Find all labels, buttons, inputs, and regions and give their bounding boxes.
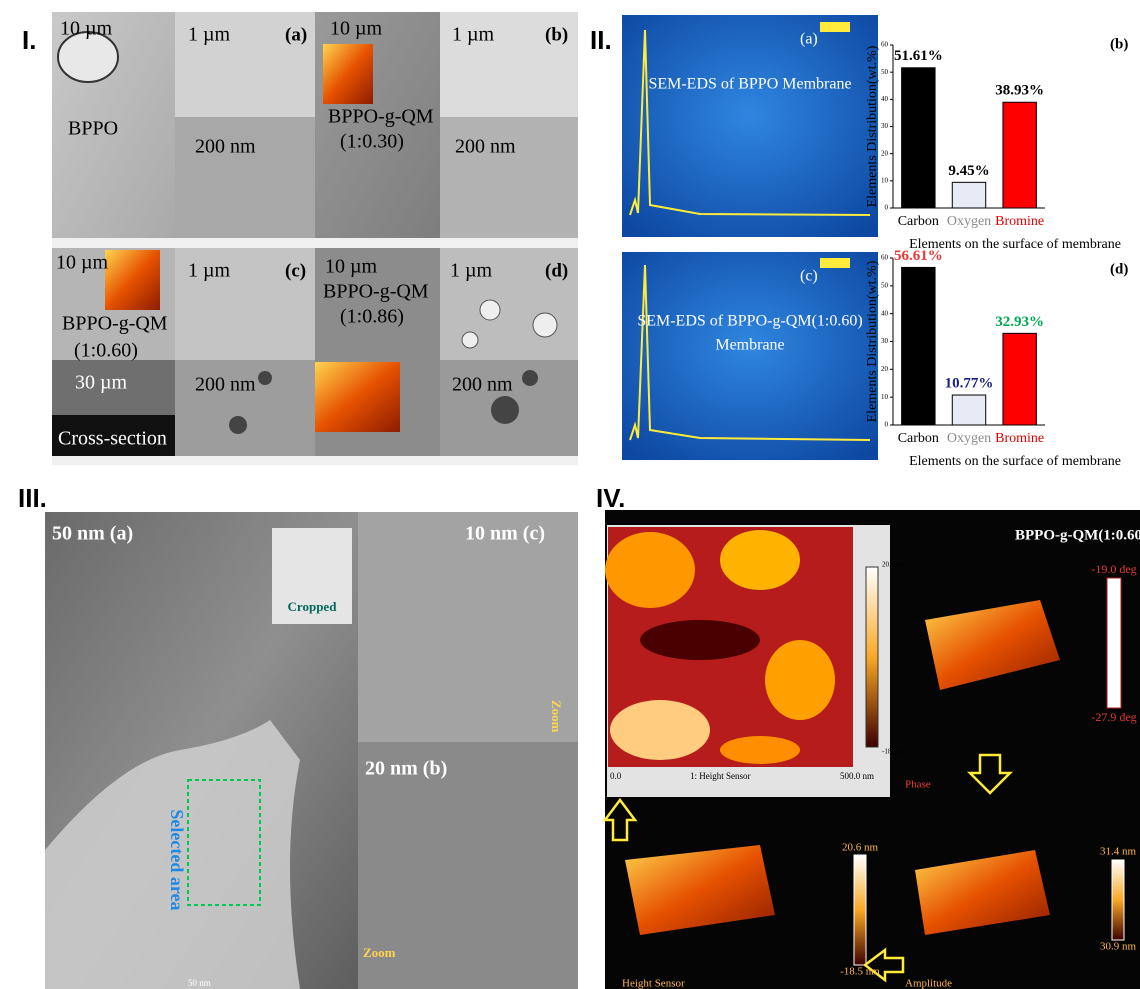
tem-caption: 50 nm (a) xyxy=(52,523,133,545)
value-label: 51.61% xyxy=(894,48,943,64)
tem-caption: Zoom xyxy=(363,945,396,960)
y-tick-label: 40 xyxy=(881,95,889,103)
bar xyxy=(1003,333,1036,425)
image-caption: 30 µm xyxy=(75,372,128,394)
y-tick-label: 20 xyxy=(881,365,889,373)
chart-panel: (d) xyxy=(1110,261,1128,277)
bar xyxy=(952,182,985,208)
image-caption: Cross-section xyxy=(58,428,167,450)
image-caption: 1 µm xyxy=(188,260,231,282)
panel-label: III. xyxy=(18,483,47,513)
afm-caption: -19.0 deg xyxy=(1091,562,1136,576)
image-caption: 200 nm xyxy=(452,374,513,396)
category-label: Carbon xyxy=(898,431,939,446)
panel-label: IV. xyxy=(596,483,625,513)
image-caption: 1 µm xyxy=(188,24,231,46)
spectrum-title: SEM-EDS of BPPO-g-QM(1:0.60) xyxy=(637,313,862,330)
tem-caption: 10 nm (c) xyxy=(465,523,545,545)
y-tick-label: 40 xyxy=(881,309,889,317)
y-axis-label: Elements Distribution(wt.%) xyxy=(865,260,880,422)
panel-label: II. xyxy=(590,25,612,55)
afm-caption: BPPO-g-QM(1:0.60) xyxy=(1015,527,1140,543)
value-label: 10.77% xyxy=(945,375,994,391)
afm-caption: 30.9 nm xyxy=(1100,941,1137,953)
image-caption: (d) xyxy=(545,260,568,281)
y-tick-label: 10 xyxy=(881,176,889,184)
image-caption: (a) xyxy=(285,24,307,45)
spectrum-title: Membrane xyxy=(715,337,784,354)
afm-caption: 500.0 nm xyxy=(840,771,874,781)
panel-label: I. xyxy=(22,25,36,55)
image-caption: (c) xyxy=(285,260,306,281)
y-tick-label: 0 xyxy=(885,421,889,429)
chart-panel: (b) xyxy=(1110,36,1128,52)
image-caption: 10 µm xyxy=(60,18,113,40)
y-tick-label: 30 xyxy=(881,337,889,345)
tem-caption: Selected area xyxy=(167,809,187,910)
image-caption: 200 nm xyxy=(195,374,256,396)
figure: I. II. III. IV. 10 µm 1 µm (a) BPPO 200 nm 10 µm 1… xyxy=(0,0,1140,989)
y-tick-label: 50 xyxy=(881,68,889,76)
image-caption: BPPO-g-QM xyxy=(328,106,434,128)
category-label: Carbon xyxy=(898,214,939,229)
afm-caption: 20.6 nm xyxy=(842,842,879,854)
afm-caption: -27.9 deg xyxy=(1091,710,1136,724)
afm-caption: 20.6 nm xyxy=(882,561,906,569)
value-label: 32.93% xyxy=(995,314,1044,330)
bar xyxy=(1003,102,1036,208)
category-label: Bromine xyxy=(995,214,1044,229)
image-caption: BPPO xyxy=(68,118,118,140)
tem-caption: Zoom xyxy=(549,700,564,733)
image-caption: 10 µm xyxy=(330,18,383,40)
image-caption: 10 µm xyxy=(325,256,378,278)
afm-caption: -18.5 nm xyxy=(840,966,880,978)
category-label: Bromine xyxy=(995,431,1044,446)
afm-caption: Phase xyxy=(905,779,931,791)
x-axis-label: Elements on the surface of membrane xyxy=(909,454,1121,469)
bar xyxy=(902,267,935,425)
image-caption: 1 µm xyxy=(450,260,493,282)
image-caption: 200 nm xyxy=(455,136,516,158)
y-tick-label: 20 xyxy=(881,149,889,157)
y-tick-label: 60 xyxy=(881,254,889,262)
afm-caption: 31.4 nm xyxy=(1100,846,1137,858)
y-tick-label: 50 xyxy=(881,281,889,289)
value-label: 9.45% xyxy=(948,163,989,179)
y-tick-label: 0 xyxy=(885,204,889,212)
afm-caption: 1: Height Sensor xyxy=(690,771,751,781)
image-caption: BPPO-g-QM xyxy=(323,281,429,303)
spectrum-panel: (a) xyxy=(800,31,818,48)
value-label: 38.93% xyxy=(995,83,1044,99)
image-caption: 10 µm xyxy=(56,252,109,274)
tem-caption: Cropped xyxy=(288,599,338,614)
image-caption: 1 µm xyxy=(452,24,495,46)
category-label: Oxygen xyxy=(947,431,991,446)
image-caption: (b) xyxy=(545,24,568,45)
category-label: Oxygen xyxy=(947,214,991,229)
spectrum-title: SEM-EDS of BPPO Membrane xyxy=(648,76,851,93)
bar xyxy=(902,68,935,208)
image-caption: 200 nm xyxy=(195,136,256,158)
tem-caption: 50 nm xyxy=(188,978,211,988)
afm-caption: Amplitude xyxy=(905,978,952,989)
bar xyxy=(952,395,985,425)
afm-caption: Height Sensor xyxy=(622,978,685,989)
image-caption: (1:0.30) xyxy=(340,131,404,153)
value-label: 56.61% xyxy=(894,248,943,264)
spectrum-panel: (c) xyxy=(800,268,818,285)
y-tick-label: 60 xyxy=(881,41,889,49)
image-caption: (1:0.86) xyxy=(340,306,404,328)
layout xyxy=(45,12,1140,989)
image-caption: BPPO-g-QM xyxy=(62,313,168,335)
y-tick-label: 30 xyxy=(881,122,889,130)
y-tick-label: 10 xyxy=(881,393,889,401)
image-caption: (1:0.60) xyxy=(74,340,138,362)
y-axis-label: Elements Distribution(wt.%) xyxy=(865,45,880,207)
afm-caption: -18.5 nm xyxy=(882,748,908,756)
afm-caption: 0.0 xyxy=(610,771,622,781)
tem-caption: 20 nm (b) xyxy=(365,758,447,780)
